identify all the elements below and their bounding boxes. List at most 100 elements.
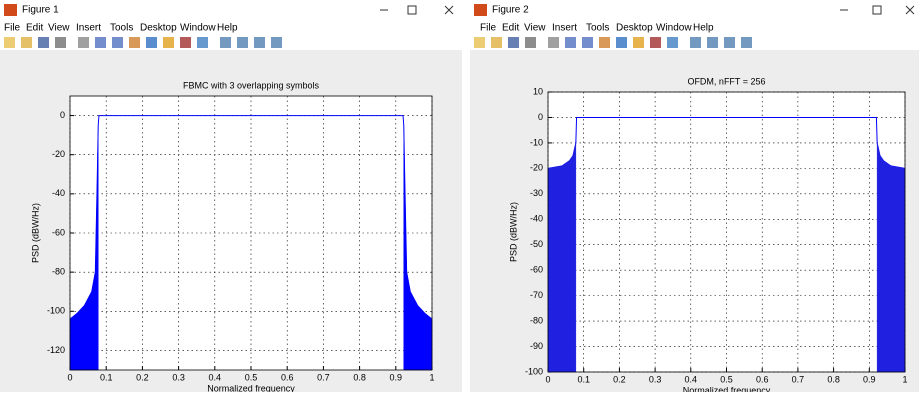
toolbar-button[interactable] [112,37,123,48]
x-tick-label: 0.2 [136,372,149,382]
x-tick-label: 0.3 [649,374,662,384]
toolbar-button[interactable] [690,37,701,48]
x-tick-label: 0.7 [792,374,805,384]
y-tick-label: 0 [60,110,65,120]
toolbar-button[interactable] [197,37,208,48]
y-tick-label: -30 [530,188,543,198]
x-tick-label: 0.4 [685,374,698,384]
y-tick-label: -80 [530,315,543,325]
y-tick-label: -40 [530,214,543,224]
toolbar-button[interactable] [146,37,157,48]
x-tick-label: 0.4 [209,372,222,382]
menu-item[interactable]: Tools [110,23,133,34]
x-tick-label: 0.2 [613,374,626,384]
y-tick-label: 0 [538,112,543,122]
toolbar-button[interactable] [582,37,593,48]
y-tick-label: 10 [533,86,543,96]
menu-item[interactable]: Edit [26,23,43,34]
toolbar-button[interactable] [220,37,231,48]
x-tick-label: 1 [902,374,907,384]
y-tick-label: -60 [530,265,543,275]
x-tick-label: 0.8 [827,374,840,384]
y-tick-label: -100 [47,306,65,316]
toolbar-button[interactable] [667,37,678,48]
toolbar-button[interactable] [525,37,536,48]
menu-item[interactable]: Desktop [616,23,653,34]
toolbar-button[interactable] [129,37,140,48]
toolbar-button[interactable] [474,37,485,48]
menu-item[interactable]: View [524,23,546,34]
y-tick-label: -90 [530,341,543,351]
menu-item[interactable]: View [48,23,70,34]
menu-item[interactable]: Window [180,23,216,34]
app-icon [474,4,487,16]
x-tick-label: 0.5 [245,372,258,382]
toolbar-button[interactable] [707,37,718,48]
close[interactable] [444,5,454,15]
x-tick-label: 0 [545,374,550,384]
x-axis-label: Normalized frequency [207,383,295,392]
x-tick-label: 0.1 [100,372,113,382]
toolbar-button[interactable] [55,37,66,48]
toolbar-button[interactable] [548,37,559,48]
toolbar-button[interactable] [271,37,282,48]
window-title: Figure 2 [492,5,529,16]
menu-item[interactable]: Insert [76,23,101,34]
toolbar-button[interactable] [254,37,265,48]
y-tick-label: -70 [530,290,543,300]
toolbar-button[interactable] [491,37,502,48]
menu-item[interactable]: Edit [502,23,519,34]
toolbar-button[interactable] [599,37,610,48]
toolbar-button[interactable] [565,37,576,48]
menu-item[interactable]: Insert [552,23,577,34]
menu-item[interactable]: Desktop [140,23,177,34]
toolbar-button[interactable] [508,37,519,48]
y-tick-label: -120 [47,345,65,355]
window-title: Figure 1 [22,5,59,16]
toolbar-button[interactable] [237,37,248,48]
menu-item[interactable]: Tools [586,23,609,34]
toolbar-button[interactable] [21,37,32,48]
maximize[interactable] [407,5,417,15]
x-tick-label: 0.5 [720,374,733,384]
x-tick-label: 1 [429,372,434,382]
toolbar-button[interactable] [724,37,735,48]
x-tick-label: 0 [67,372,72,382]
y-tick-label: -80 [52,267,65,277]
y-axis-label: PSD (dBW/Hz) [30,203,40,263]
menu-item[interactable]: File [480,23,497,34]
axes-box [69,95,433,371]
x-tick-label: 0.7 [317,372,330,382]
x-tick-label: 0.3 [172,372,185,382]
y-tick-label: -40 [52,188,65,198]
toolbar-button[interactable] [95,37,106,48]
x-tick-label: 0.9 [390,372,403,382]
y-tick-label: -20 [52,149,65,159]
maximize[interactable] [872,5,882,15]
toolbar-button[interactable] [741,37,752,48]
menu-item[interactable]: Help [693,23,714,34]
toolbar-button[interactable] [78,37,89,48]
toolbar-button[interactable] [633,37,644,48]
y-tick-label: -20 [530,163,543,173]
menu-item[interactable]: Help [217,23,238,34]
toolbar-button[interactable] [163,37,174,48]
toolbar-button[interactable] [4,37,15,48]
y-axis-label: PSD (dBW/Hz) [508,202,518,262]
toolbar-button[interactable] [38,37,49,48]
close[interactable] [905,5,915,15]
x-tick-label: 0.9 [863,374,876,384]
app-icon [4,4,17,16]
toolbar-button[interactable] [616,37,627,48]
chart-title: OFDM, nFFT = 256 [687,76,765,86]
toolbar-button[interactable] [650,37,661,48]
x-tick-label: 0.6 [281,372,294,382]
menu-item[interactable]: Window [656,23,692,34]
toolbar-button[interactable] [180,37,191,48]
menu-item[interactable]: File [4,23,21,34]
x-axis-label: Normalized frequency [683,385,771,392]
chart-title: FBMC with 3 overlapping symbols [183,80,320,90]
x-tick-label: 0.1 [577,374,590,384]
y-tick-label: -10 [530,137,543,147]
